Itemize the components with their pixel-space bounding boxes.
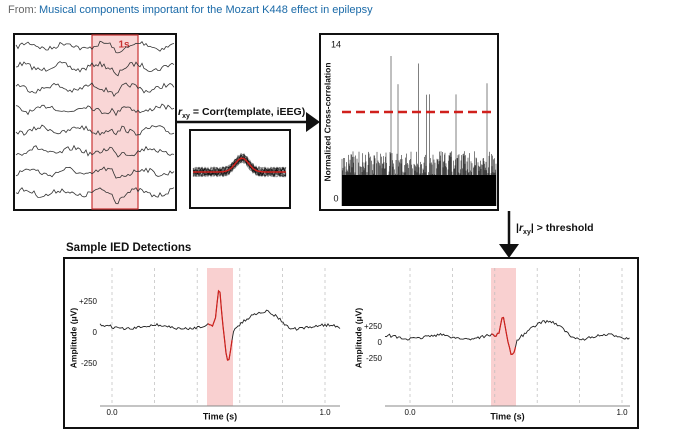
ied-signal bbox=[491, 316, 517, 356]
template-trace bbox=[192, 158, 287, 176]
arrow-head bbox=[306, 112, 320, 132]
eeg-trace bbox=[15, 124, 175, 136]
x-tick-label: 1.0 bbox=[616, 408, 628, 417]
template-traces bbox=[192, 152, 287, 178]
eq-symbol: r bbox=[178, 106, 183, 118]
template-trace bbox=[192, 160, 287, 178]
eeg-trace bbox=[15, 144, 175, 158]
down-arrow-head bbox=[499, 244, 519, 258]
threshold-text: |rxy| > threshold bbox=[516, 222, 594, 236]
template-trace bbox=[192, 153, 287, 178]
equation: rxy = Corr(template, iEEG) bbox=[178, 106, 305, 120]
template-trace bbox=[192, 155, 287, 178]
y-axis-label: Amplitude (μV) bbox=[353, 308, 363, 369]
template-trace bbox=[192, 156, 287, 177]
template-trace bbox=[192, 159, 287, 178]
eq-sub: xy bbox=[182, 113, 190, 120]
eeg-window bbox=[91, 34, 139, 210]
xcorr-signal bbox=[341, 56, 497, 206]
y-tick-label: -250 bbox=[366, 354, 383, 363]
template-trace bbox=[192, 154, 287, 177]
template-trace bbox=[192, 153, 287, 178]
y-tick-label: +250 bbox=[79, 297, 98, 306]
template-trace bbox=[192, 155, 287, 178]
xcorr-base bbox=[342, 175, 496, 206]
th-prefix: | bbox=[516, 222, 519, 234]
x-tick-label: 0.0 bbox=[404, 408, 416, 417]
th-suffix: | > threshold bbox=[531, 222, 594, 234]
template-trace bbox=[192, 155, 287, 177]
th-symbol: r bbox=[519, 222, 524, 234]
y-tick-label: -250 bbox=[81, 359, 98, 368]
ied-highlight bbox=[207, 268, 233, 406]
xcorr-top: 14 bbox=[331, 39, 341, 49]
xcorr-bottom: 0 bbox=[333, 193, 338, 203]
eeg-trace bbox=[15, 103, 175, 117]
x-tick-label: 0.0 bbox=[106, 408, 118, 417]
template-trace bbox=[192, 157, 287, 178]
ied-signal bbox=[207, 289, 233, 361]
window-label: 1s bbox=[118, 40, 130, 51]
eeg-trace bbox=[15, 166, 175, 179]
eeg-trace bbox=[15, 40, 175, 54]
template-trace bbox=[192, 153, 287, 178]
template-trace bbox=[192, 155, 287, 178]
template-trace bbox=[192, 154, 287, 178]
template-trace bbox=[192, 154, 287, 178]
template-trace bbox=[192, 153, 287, 178]
x-tick-label: 1.0 bbox=[319, 408, 331, 417]
template-trace bbox=[192, 154, 287, 177]
eeg-trace bbox=[15, 187, 175, 205]
th-sub: xy bbox=[523, 229, 531, 236]
y-tick-label: +250 bbox=[364, 322, 383, 331]
template-trace bbox=[192, 157, 287, 178]
eeg-trace bbox=[15, 82, 175, 97]
xcorr-ylabel: Normalized Cross-correlation bbox=[322, 62, 332, 181]
eq-text: = Corr(template, iEEG) bbox=[193, 106, 305, 118]
eeg-traces bbox=[15, 40, 175, 205]
header-link[interactable]: Musical components important for the Moz… bbox=[39, 4, 373, 16]
y-tick-label: 0 bbox=[93, 328, 98, 337]
detections-box bbox=[63, 257, 639, 429]
template-mean bbox=[193, 157, 286, 173]
y-axis-label: Amplitude (μV) bbox=[68, 308, 78, 369]
template-box bbox=[189, 129, 291, 209]
detections-title: Sample IED Detections bbox=[66, 242, 191, 254]
template-trace bbox=[192, 156, 287, 176]
template-trace bbox=[192, 155, 287, 177]
ied-highlight bbox=[491, 268, 516, 406]
eeg-trace bbox=[15, 60, 175, 77]
template-trace bbox=[192, 156, 287, 177]
template-trace bbox=[192, 153, 287, 177]
header-prefix: From: bbox=[8, 4, 37, 16]
x-axis-label: Time (s) bbox=[203, 411, 237, 421]
template-trace bbox=[192, 152, 287, 178]
template-trace bbox=[192, 155, 287, 177]
x-axis-label: Time (s) bbox=[490, 411, 524, 421]
y-tick-label: 0 bbox=[378, 338, 383, 347]
